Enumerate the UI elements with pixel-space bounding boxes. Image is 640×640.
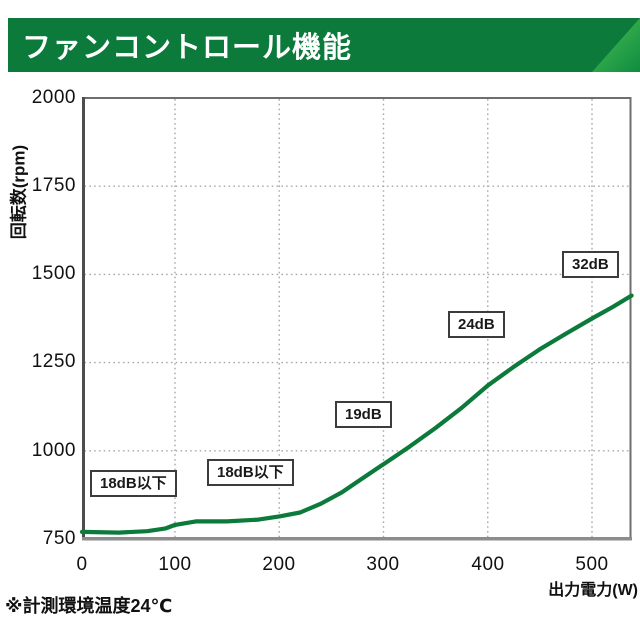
y-tick-1250: 1250 [31,351,76,372]
annotation-19db: 19dB [335,401,392,428]
x-tick-500: 500 [575,554,609,575]
annotation-24db: 24dB [448,311,505,338]
annotation-18db-low-1: 18dB以下 [90,470,177,497]
annotation-18db-low-2: 18dB以下 [207,459,294,486]
y-tick-1000: 1000 [31,440,76,461]
x-tick-100: 100 [158,554,192,575]
plot-canvas [79,97,634,541]
x-tick-300: 300 [366,554,400,575]
series-fan-rpm-vs-output-power [79,293,634,535]
y-tick-1500: 1500 [31,263,76,284]
fan-speed-curve [79,293,634,535]
header-banner: ファンコントロール機能 [8,18,640,72]
x-tick-0: 0 [76,554,88,575]
x-axis-title: 出力電力(W) [548,582,638,599]
y-tick-1750: 1750 [31,175,76,196]
page-title: ファンコントロール機能 [22,32,353,64]
banner-accent-wedge [592,18,640,72]
x-tick-200: 200 [262,554,296,575]
x-tick-400: 400 [471,554,505,575]
y-tick-2000: 2000 [31,87,76,108]
y-tick-750: 750 [42,528,76,549]
measurement-note: ※計測環境温度24℃ [5,596,173,616]
annotation-32db: 32dB [562,251,619,278]
fan-control-chart: 回転数(rpm) 2000 1750 1500 1250 1000 750 0 … [0,80,640,620]
